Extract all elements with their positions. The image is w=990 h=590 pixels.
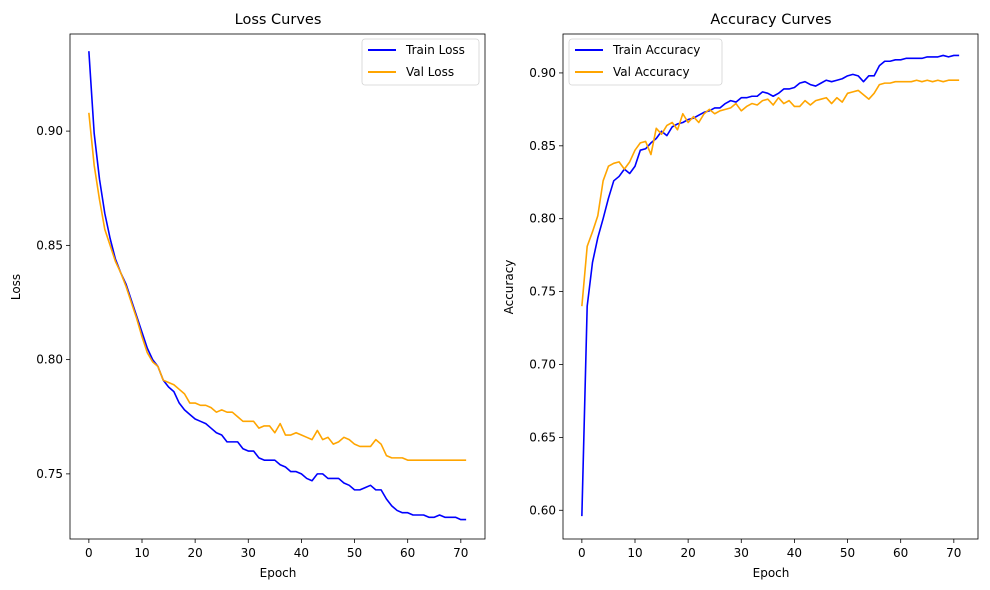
- loss-ytick-label: 0.90: [36, 124, 63, 138]
- accuracy-xtick-label: 50: [840, 546, 855, 560]
- accuracy-legend-box: [568, 38, 723, 86]
- loss-chart-legend: Train Loss Val Loss: [361, 38, 480, 86]
- accuracy-ytick-label: 0.90: [529, 66, 556, 80]
- accuracy-legend-val-label: Val Accuracy: [613, 65, 690, 79]
- loss-chart-title: Loss Curves: [235, 12, 322, 28]
- loss-chart-xticks: 0 10 20 30 40 50 60 70: [85, 539, 468, 560]
- loss-chart-yticks: 0.75 0.80 0.85 0.90: [36, 124, 70, 481]
- accuracy-chart-frame: [562, 33, 979, 540]
- accuracy-ytick-label: 0.75: [529, 285, 556, 299]
- accuracy-xtick-label: 40: [787, 546, 802, 560]
- accuracy-ytick-label: 0.85: [529, 139, 556, 153]
- loss-ytick-label: 0.75: [36, 467, 63, 481]
- loss-chart-xlabel: Epoch: [260, 566, 297, 580]
- loss-xtick-label: 20: [187, 546, 202, 560]
- accuracy-chart: Accuracy Curves Epoch Accuracy 0 10 20 30 40…: [502, 12, 979, 580]
- loss-ytick-label: 0.85: [36, 238, 63, 252]
- loss-chart-lines: [88, 51, 467, 521]
- loss-xtick-label: 10: [134, 546, 149, 560]
- accuracy-chart-ylabel: Accuracy: [502, 260, 516, 315]
- loss-chart-frame: [69, 33, 486, 540]
- accuracy-chart-xticks: 0 10 20 30 40 50 60 70: [578, 539, 961, 560]
- accuracy-chart-yticks: 0.60 0.65 0.70 0.75 0.80 0.85 0.90: [529, 66, 563, 517]
- accuracy-xtick-label: 70: [946, 546, 961, 560]
- accuracy-xtick-label: 0: [578, 546, 586, 560]
- accuracy-ytick-label: 0.65: [529, 430, 556, 444]
- accuracy-xtick-label: 60: [893, 546, 908, 560]
- loss-ytick-label: 0.80: [36, 353, 63, 367]
- series-line-train-loss: [88, 51, 467, 521]
- series-line-val-loss: [88, 112, 467, 461]
- accuracy-xtick-label: 20: [680, 546, 695, 560]
- loss-chart: Loss Curves Epoch Loss 0 10 20 30 40 50 60 70 0…: [9, 12, 486, 580]
- accuracy-ytick-label: 0.60: [529, 503, 556, 517]
- series-line-train-accuracy: [581, 54, 960, 517]
- accuracy-xtick-label: 30: [734, 546, 749, 560]
- loss-xtick-label: 30: [241, 546, 256, 560]
- accuracy-chart-lines: [581, 54, 960, 517]
- accuracy-chart-title: Accuracy Curves: [710, 12, 831, 28]
- loss-xtick-label: 0: [85, 546, 93, 560]
- accuracy-ytick-label: 0.80: [529, 212, 556, 226]
- loss-xtick-label: 50: [347, 546, 362, 560]
- loss-xtick-label: 40: [294, 546, 309, 560]
- loss-xtick-label: 60: [400, 546, 415, 560]
- loss-xtick-label: 70: [453, 546, 468, 560]
- accuracy-chart-legend: Train Accuracy Val Accuracy: [568, 38, 723, 86]
- loss-legend-val-label: Val Loss: [406, 65, 454, 79]
- series-line-val-accuracy: [581, 79, 960, 307]
- loss-chart-ylabel: Loss: [9, 274, 23, 300]
- accuracy-legend-train-label: Train Accuracy: [612, 43, 700, 57]
- accuracy-chart-xlabel: Epoch: [753, 566, 790, 580]
- accuracy-xtick-label: 10: [627, 546, 642, 560]
- accuracy-ytick-label: 0.70: [529, 357, 556, 371]
- loss-legend-train-label: Train Loss: [405, 43, 465, 57]
